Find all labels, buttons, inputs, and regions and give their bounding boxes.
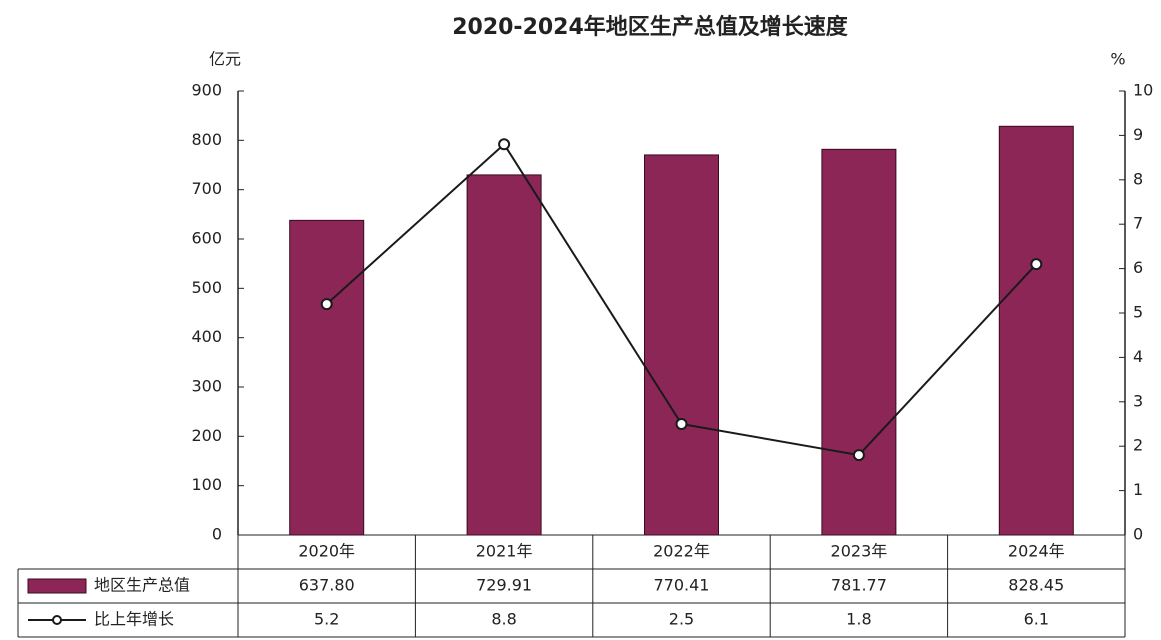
y2-tick-label: 3 <box>1133 391 1143 410</box>
line-marker <box>852 449 865 462</box>
y2-tick-label: 8 <box>1133 169 1143 188</box>
y-tick-label: 800 <box>191 130 222 149</box>
y-tick-label: 0 <box>212 525 222 544</box>
legend-label: 地区生产总值 <box>94 576 190 595</box>
y2-tick-label: 2 <box>1133 436 1143 455</box>
table-value: 781.77 <box>831 576 887 595</box>
legend-label: 比上年增长 <box>94 610 174 629</box>
y-tick-label: 700 <box>191 179 222 198</box>
y-tick-label: 500 <box>191 278 222 297</box>
y2-tick-label: 7 <box>1133 214 1143 233</box>
line-marker <box>320 298 333 311</box>
line-marker <box>1030 258 1043 271</box>
bar <box>998 125 1074 536</box>
y-tick-label: 400 <box>191 327 222 346</box>
table-value: 1.8 <box>846 610 871 629</box>
bar <box>644 154 719 536</box>
y-tick-label: 600 <box>191 229 222 248</box>
x-tick-label: 2022年 <box>653 542 710 561</box>
table-value: 6.1 <box>1024 610 1049 629</box>
table-value: 729.91 <box>476 576 532 595</box>
y2-axis-label: % <box>1110 50 1125 69</box>
chart-title: 2020-2024年地区生产总值及增长速度 <box>452 14 849 40</box>
table-value: 828.45 <box>1008 576 1064 595</box>
x-tick-label: 2024年 <box>1008 542 1065 561</box>
y2-tick-label: 1 <box>1133 480 1143 499</box>
bar <box>289 219 365 536</box>
y2-tick-label: 0 <box>1133 525 1143 544</box>
y2-tick-label: 6 <box>1133 258 1143 277</box>
line-marker <box>498 138 511 151</box>
table-value: 5.2 <box>314 610 339 629</box>
bar <box>466 174 542 536</box>
table-value: 8.8 <box>491 610 516 629</box>
x-tick-label: 2020年 <box>298 542 355 561</box>
y2-tick-label: 4 <box>1133 347 1143 366</box>
x-tick-label: 2023年 <box>831 542 888 561</box>
bar <box>821 148 897 536</box>
line-marker <box>675 418 688 430</box>
y-tick-label: 900 <box>191 81 222 100</box>
y-axis-label: 亿元 <box>209 50 241 69</box>
x-tick-label: 2021年 <box>476 542 533 561</box>
y-tick-label: 200 <box>191 426 222 445</box>
legend-swatch <box>27 578 87 594</box>
table-value: 637.80 <box>299 576 355 595</box>
y2-tick-label: 5 <box>1133 303 1143 322</box>
legend-marker <box>52 615 62 625</box>
y2-tick-label: 10 <box>1133 81 1153 100</box>
table-value: 770.41 <box>654 576 710 595</box>
y-tick-label: 100 <box>191 475 222 494</box>
y-tick-label: 300 <box>191 377 222 396</box>
table-value: 2.5 <box>669 610 694 629</box>
y2-tick-label: 9 <box>1133 125 1143 144</box>
